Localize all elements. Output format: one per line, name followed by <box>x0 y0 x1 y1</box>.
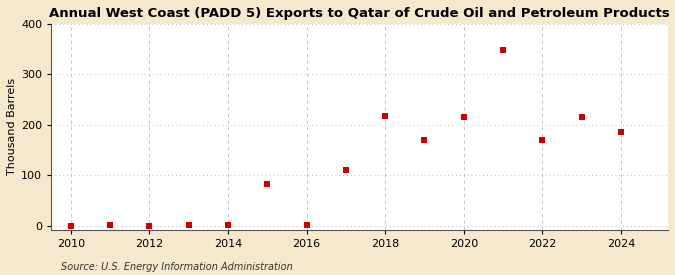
Point <box>616 130 626 134</box>
Y-axis label: Thousand Barrels: Thousand Barrels <box>7 78 17 175</box>
Point <box>497 48 508 52</box>
Point <box>301 222 312 227</box>
Point <box>576 115 587 119</box>
Point <box>380 114 391 118</box>
Point <box>184 222 194 227</box>
Point <box>105 222 115 227</box>
Point <box>262 182 273 186</box>
Point <box>144 224 155 228</box>
Point <box>537 138 547 142</box>
Point <box>340 168 351 172</box>
Text: Source: U.S. Energy Information Administration: Source: U.S. Energy Information Administ… <box>61 262 292 272</box>
Title: Annual West Coast (PADD 5) Exports to Qatar of Crude Oil and Petroleum Products: Annual West Coast (PADD 5) Exports to Qa… <box>49 7 670 20</box>
Point <box>419 138 430 142</box>
Point <box>65 224 76 228</box>
Point <box>223 222 234 227</box>
Point <box>458 115 469 119</box>
